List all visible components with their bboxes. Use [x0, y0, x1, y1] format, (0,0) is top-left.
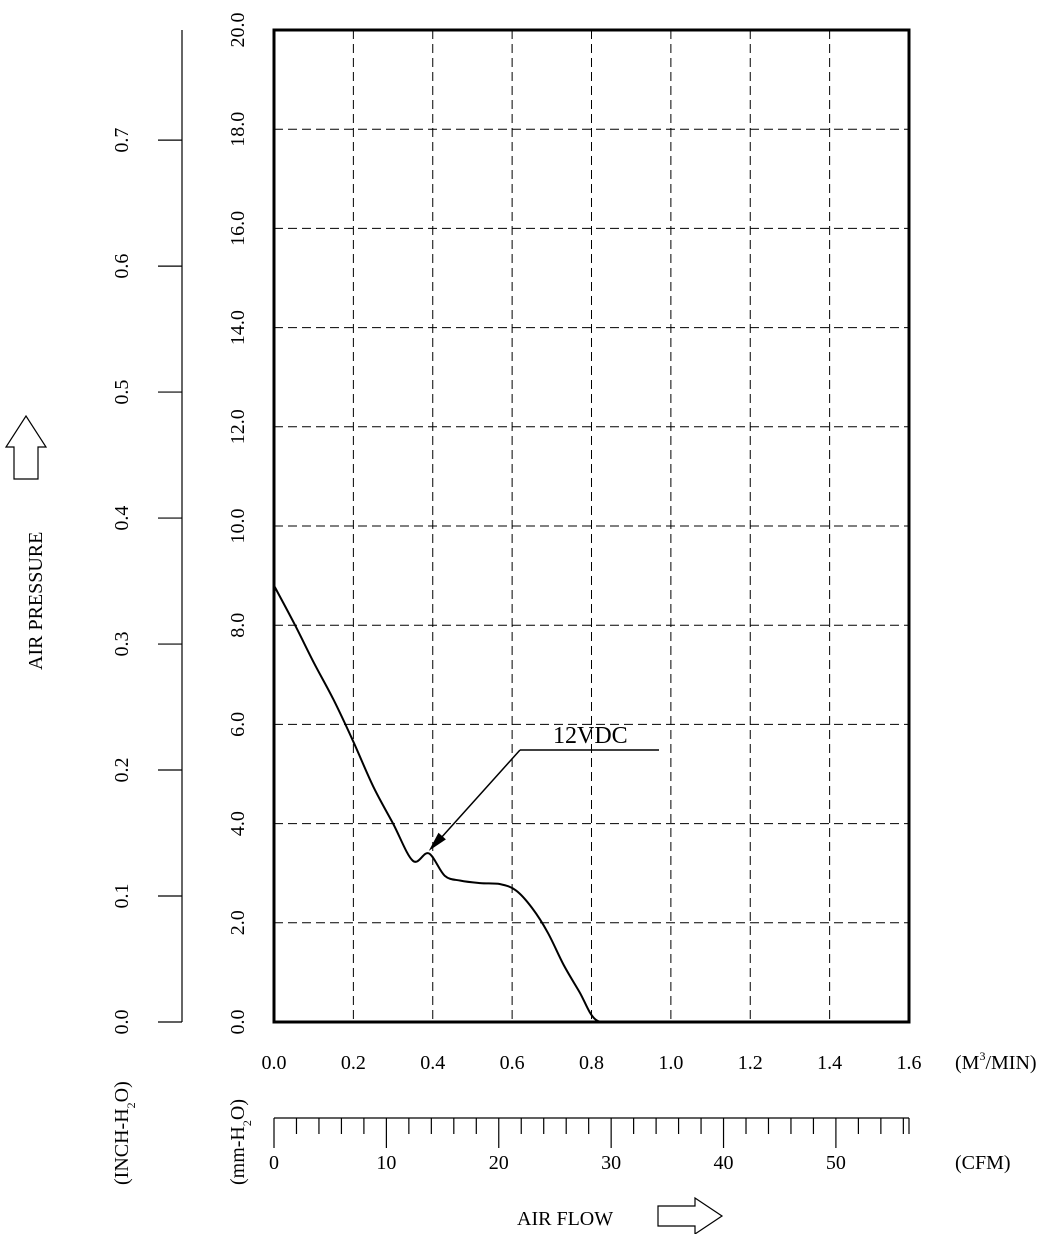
y-unit-inch: (INCH-H2O): [111, 1081, 138, 1185]
x-tick-label-cfm: 40: [714, 1152, 734, 1174]
x-axis-cfm: 0 10 20 30 40 50: [269, 1117, 910, 1174]
series-layer: [273, 585, 618, 1024]
x-tick-label-cfm: 20: [489, 1152, 509, 1174]
x-tick-label-m3min: 0.2: [341, 1052, 366, 1074]
y-tick-label-mm: 2.0: [227, 910, 249, 935]
y-tick-label-mm: 10.0: [227, 509, 249, 544]
series-line-12vdc: [273, 585, 618, 1024]
y-tick-label-mm: 20.0: [227, 13, 249, 48]
y-tick-label-inch: 0.2: [111, 758, 133, 783]
x-tick-label-cfm: 10: [376, 1152, 396, 1174]
y-tick-label-mm: 14.0: [227, 310, 249, 345]
x-axis-title: AIR FLOW: [517, 1208, 613, 1230]
y-tick-label-mm: 16.0: [227, 211, 249, 246]
x-tick-label-cfm: 30: [601, 1152, 621, 1174]
x-axis-m3min: 0.0 0.2 0.4 0.6 0.8 1.0 1.2 1.4 1.6: [262, 1052, 922, 1074]
y-tick-label-mm: 6.0: [227, 712, 249, 737]
annotation-label: 12VDC: [553, 723, 628, 749]
x-unit-cfm: (CFM): [955, 1152, 1011, 1174]
y-tick-label-mm: 8.0: [227, 613, 249, 638]
x-tick-label-m3min: 1.0: [658, 1052, 683, 1074]
y-tick-label-inch: 0.4: [111, 506, 133, 531]
grid-lines: [274, 30, 909, 1022]
series-annotation: 12VDC: [428, 723, 659, 851]
y-axis-inch: 0.0 0.1 0.2 0.3 0.4 0.5 0.6 0.7: [111, 30, 183, 1035]
y-axis-mm: 0.0 2.0 4.0 6.0 8.0 10.0 12.0 14.0 16.0 18.0 20.0: [227, 13, 249, 1035]
x-tick-label-m3min: 0.8: [579, 1052, 604, 1074]
y-tick-label-inch: 0.7: [111, 128, 133, 153]
y-tick-label-mm: 12.0: [227, 409, 249, 444]
annotation-arrowhead: [428, 832, 446, 851]
y-axis-title: AIR PRESSURE: [25, 532, 47, 670]
y-tick-label-inch: 0.1: [111, 884, 133, 909]
x-tick-label-m3min: 0.4: [420, 1052, 445, 1074]
x-tick-label-m3min: 1.6: [897, 1052, 922, 1074]
y-tick-label-mm: 4.0: [227, 811, 249, 836]
y-unit-mm: (mm-H2O): [227, 1099, 254, 1185]
y-tick-label-inch: 0.0: [111, 1010, 133, 1035]
y-tick-label-inch: 0.6: [111, 254, 133, 279]
x-tick-label-m3min: 1.2: [738, 1052, 763, 1074]
x-tick-label-cfm: 50: [826, 1152, 846, 1174]
x-tick-label-cfm: 0: [269, 1152, 279, 1174]
plot-frame: [272, 28, 911, 1024]
y-tick-label-inch: 0.3: [111, 632, 133, 657]
x-tick-label-m3min: 1.4: [817, 1052, 842, 1074]
x-tick-label-m3min: 0.6: [500, 1052, 525, 1074]
y-axis-arrow-icon: [4, 414, 48, 480]
x-tick-label-m3min: 0.0: [262, 1052, 287, 1074]
x-axis-arrow-icon: [657, 1196, 724, 1234]
x-unit-m3min: (M3/MIN): [955, 1049, 1037, 1074]
y-tick-label-mm: 18.0: [227, 112, 249, 147]
y-tick-label-mm: 0.0: [227, 1010, 249, 1035]
y-tick-label-inch: 0.5: [111, 380, 133, 405]
